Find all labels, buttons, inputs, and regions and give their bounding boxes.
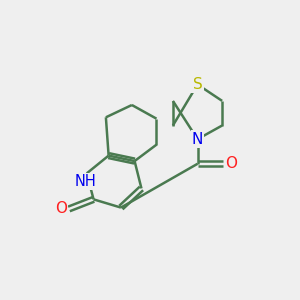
- Text: S: S: [193, 77, 202, 92]
- Text: NH: NH: [74, 174, 96, 189]
- Text: O: O: [55, 201, 67, 216]
- Text: O: O: [225, 156, 237, 171]
- Text: N: N: [192, 132, 203, 147]
